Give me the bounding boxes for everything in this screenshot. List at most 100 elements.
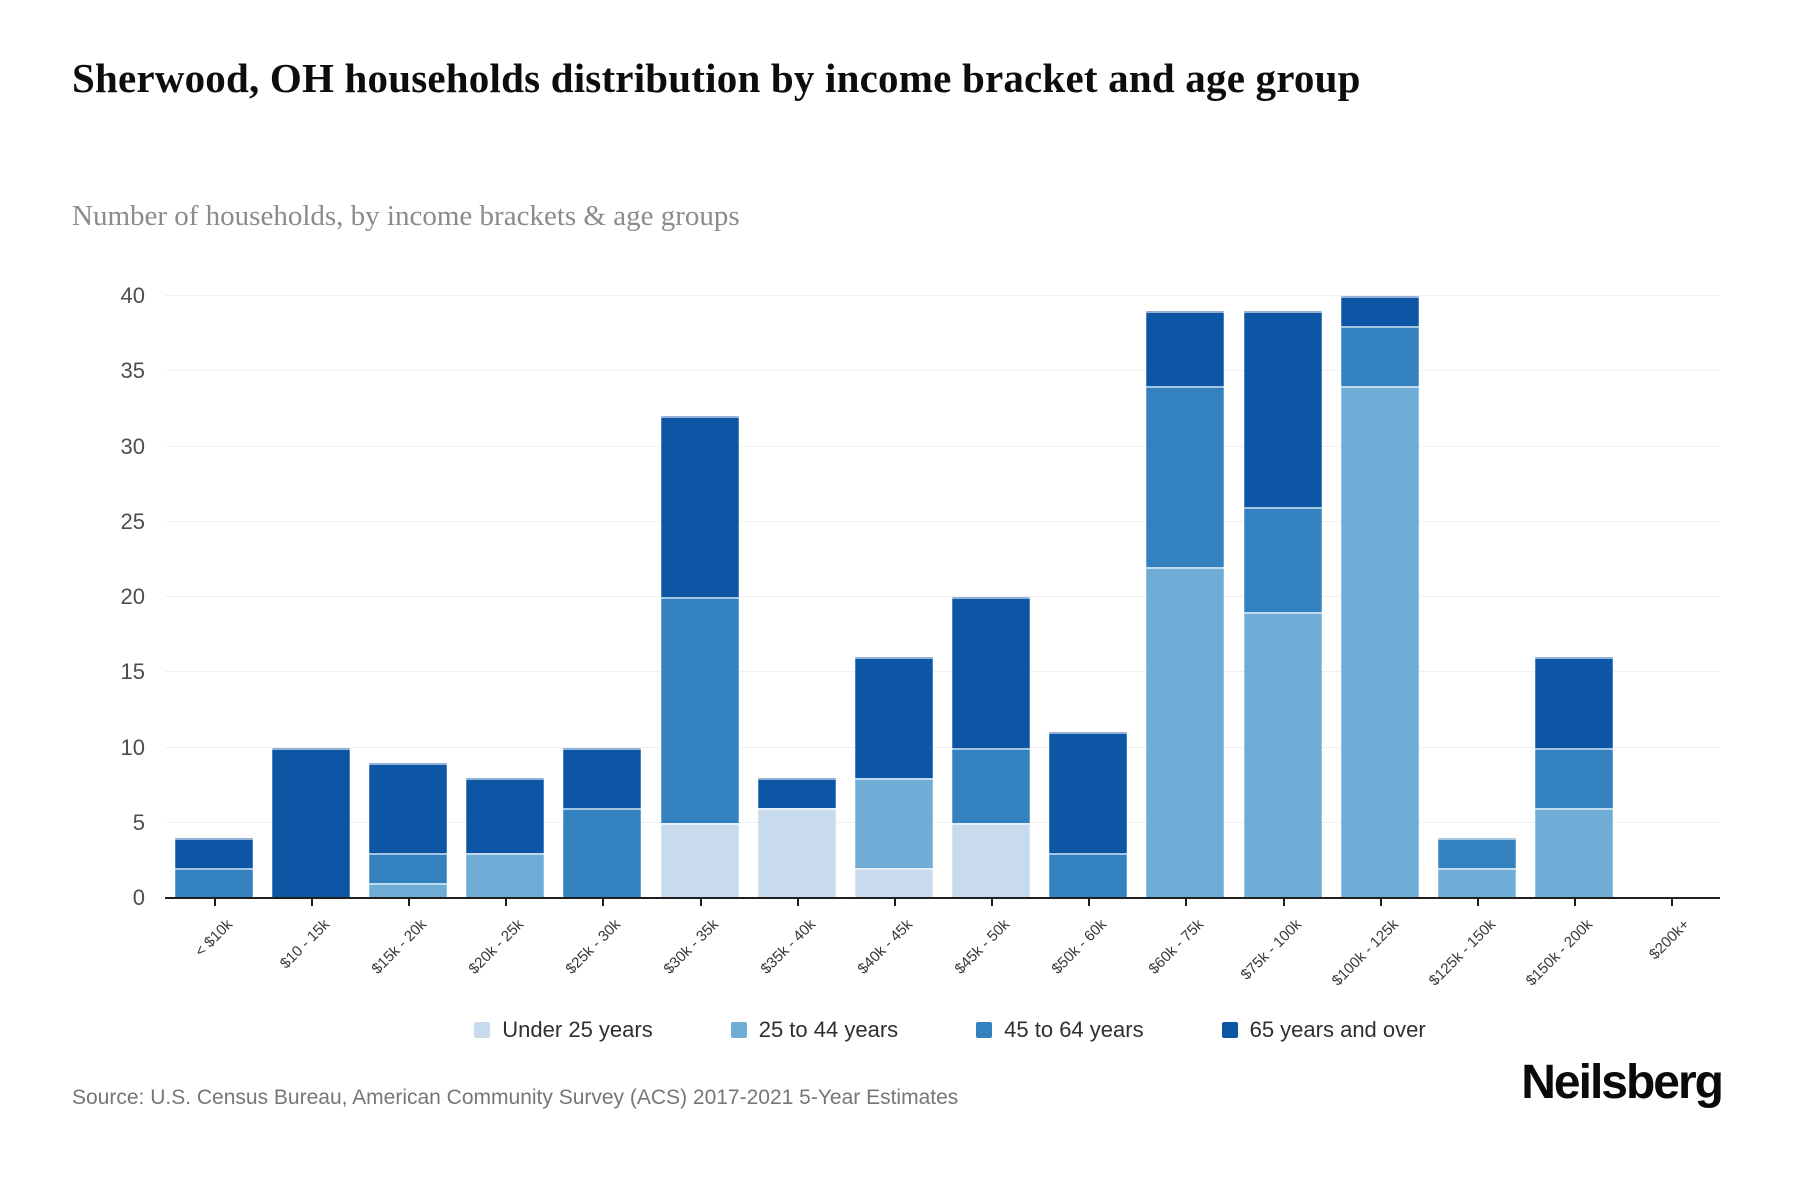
gridline	[165, 295, 1720, 296]
bar-segment[interactable]	[1535, 657, 1614, 748]
x-axis-tick-label: $50k - 60k	[1048, 916, 1111, 978]
x-axis-tick-label: $100k - 125k	[1328, 916, 1402, 990]
brand-logo: Neilsberg	[1521, 1056, 1724, 1109]
bar-segment[interactable]	[1340, 386, 1419, 898]
bar-segment[interactable]	[1340, 326, 1419, 387]
bar-segment[interactable]	[174, 837, 253, 868]
bar-segment[interactable]	[757, 777, 836, 808]
x-axis-tick	[1185, 898, 1188, 906]
bar-segment[interactable]	[1146, 566, 1225, 898]
x-axis-tick	[505, 898, 508, 906]
bar-segment[interactable]	[368, 882, 447, 898]
x-axis-tick-label: $125k - 150k	[1425, 916, 1500, 990]
legend-item[interactable]: 45 to 64 years	[976, 1017, 1144, 1043]
bar-segment[interactable]	[1243, 506, 1322, 613]
bar-segment[interactable]	[1049, 732, 1128, 853]
source-text: Source: U.S. Census Bureau, American Com…	[72, 1086, 959, 1109]
bar-segment[interactable]	[1243, 311, 1322, 507]
bar-segment[interactable]	[952, 822, 1031, 898]
x-axis-tick-label: $60k - 75k	[1145, 916, 1208, 978]
gridline	[165, 746, 1720, 748]
y-axis-tick-label: 40	[120, 283, 145, 308]
gridline	[165, 370, 1720, 372]
bar-segment[interactable]	[854, 657, 933, 778]
y-axis-tick-label: 35	[120, 358, 145, 384]
bar-segment[interactable]	[271, 747, 350, 898]
gridline	[165, 520, 1720, 522]
gridline	[165, 596, 1720, 597]
chart-title: Sherwood, OH households distribution by …	[72, 55, 1361, 101]
bar-segment[interactable]	[952, 597, 1031, 748]
x-axis-tick	[1282, 898, 1285, 906]
x-axis-tick-label: $150k - 200k	[1522, 916, 1597, 990]
x-axis-tick-label: $200k+	[1646, 916, 1694, 964]
legend-label: 25 to 44 years	[758, 1017, 899, 1042]
x-axis-tick-label: $15k - 20k	[368, 916, 430, 978]
bar-segment[interactable]	[368, 852, 447, 883]
legend-label: Under 25 years	[502, 1017, 653, 1042]
y-axis-tick-label: 30	[120, 433, 145, 459]
bar-segment[interactable]	[660, 822, 739, 898]
bar-segment[interactable]	[854, 867, 933, 898]
x-axis-tick-label: $75k - 100k	[1237, 916, 1305, 984]
bar-segment[interactable]	[466, 852, 545, 898]
legend-swatch	[474, 1022, 491, 1038]
x-axis-tick	[310, 898, 313, 906]
bar-segment[interactable]	[660, 416, 739, 597]
bar-segment[interactable]	[854, 777, 933, 868]
legend-swatch	[1221, 1022, 1238, 1038]
bar-segment[interactable]	[174, 867, 253, 898]
legend-label: 65 years and over	[1249, 1017, 1426, 1042]
legend-swatch	[976, 1022, 993, 1038]
x-axis-tick	[602, 898, 605, 906]
x-axis-tick	[796, 898, 799, 906]
x-axis-tick	[1477, 898, 1480, 906]
bar-segment[interactable]	[563, 747, 642, 808]
bar-segment[interactable]	[1535, 807, 1614, 898]
bar-segment[interactable]	[1438, 867, 1517, 898]
x-axis-tick	[1574, 898, 1577, 906]
bar-segment[interactable]	[368, 762, 447, 853]
gridline	[165, 445, 1720, 447]
y-axis-tick-label: 0	[132, 885, 145, 910]
chart-subtitle: Number of households, by income brackets…	[72, 200, 740, 232]
bar-segment[interactable]	[1535, 747, 1614, 808]
x-axis-tick	[407, 898, 410, 906]
bar-segment[interactable]	[952, 747, 1031, 823]
x-axis-tick-label: $25k - 30k	[562, 916, 625, 978]
x-axis-tick-label: $10 - 15k	[276, 916, 333, 973]
bar-segment[interactable]	[1340, 296, 1419, 327]
x-axis-tick-label: $40k - 45k	[854, 916, 916, 978]
bar-segment[interactable]	[1146, 386, 1225, 567]
x-axis-tick	[991, 898, 994, 906]
bar-segment[interactable]	[1438, 837, 1517, 868]
y-axis-tick-label: 10	[120, 734, 145, 760]
y-axis-tick-label: 5	[132, 809, 145, 835]
bar-segment[interactable]	[1146, 311, 1225, 387]
bar-segment[interactable]	[1049, 852, 1128, 898]
x-axis-line	[165, 897, 1720, 899]
y-axis-tick-label: 20	[120, 584, 145, 609]
legend-label: 45 to 64 years	[1004, 1017, 1144, 1042]
x-axis-tick-label: < $10k	[191, 916, 236, 961]
bar-segment[interactable]	[466, 777, 545, 853]
bar-segment[interactable]	[757, 807, 836, 898]
x-axis-tick-label: $30k - 35k	[660, 916, 722, 978]
x-axis-tick	[213, 898, 216, 906]
legend-item[interactable]: Under 25 years	[474, 1017, 653, 1043]
x-axis-tick	[893, 898, 896, 906]
legend-item[interactable]: 25 to 44 years	[730, 1017, 899, 1043]
y-axis-tick-label: 15	[120, 659, 145, 685]
x-axis-tick	[1088, 898, 1091, 906]
y-axis-tick-label: 25	[120, 508, 145, 534]
bar-segment[interactable]	[563, 807, 642, 898]
x-axis-tick-label: $35k - 40k	[757, 916, 819, 978]
legend-item[interactable]: 65 years and over	[1221, 1017, 1426, 1043]
x-axis-tick	[1671, 898, 1674, 906]
legend-swatch	[730, 1022, 747, 1038]
bar-segment[interactable]	[1243, 612, 1322, 898]
x-axis-tick	[699, 898, 702, 906]
x-axis-tick-label: $20k - 25k	[465, 916, 528, 978]
bar-segment[interactable]	[660, 597, 739, 823]
